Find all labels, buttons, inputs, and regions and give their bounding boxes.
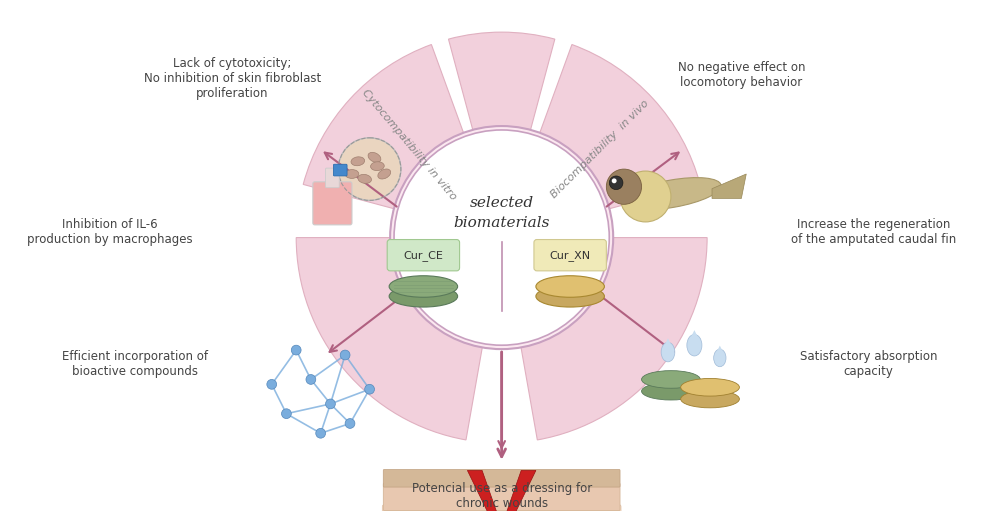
- Wedge shape: [520, 238, 707, 440]
- Text: Satisfactory absorption
capacity: Satisfactory absorption capacity: [800, 350, 937, 378]
- Text: biomaterials: biomaterials: [453, 216, 550, 230]
- Ellipse shape: [661, 342, 675, 362]
- FancyBboxPatch shape: [333, 164, 347, 176]
- Ellipse shape: [681, 390, 739, 408]
- Ellipse shape: [642, 371, 700, 388]
- Circle shape: [306, 375, 316, 385]
- Ellipse shape: [536, 276, 604, 297]
- Ellipse shape: [377, 170, 391, 179]
- Circle shape: [316, 428, 326, 438]
- Ellipse shape: [681, 378, 739, 396]
- Circle shape: [620, 171, 671, 222]
- FancyBboxPatch shape: [313, 182, 352, 225]
- FancyBboxPatch shape: [383, 483, 620, 511]
- Ellipse shape: [625, 177, 721, 210]
- Text: Efficient incorporation of
bioactive compounds: Efficient incorporation of bioactive com…: [62, 350, 208, 378]
- Ellipse shape: [351, 156, 364, 166]
- Circle shape: [267, 379, 277, 389]
- Text: No negative effect on
locomotory behavior: No negative effect on locomotory behavio…: [678, 61, 805, 89]
- FancyBboxPatch shape: [383, 470, 620, 487]
- Ellipse shape: [345, 169, 358, 179]
- FancyBboxPatch shape: [387, 240, 460, 271]
- Circle shape: [390, 126, 613, 349]
- FancyBboxPatch shape: [326, 168, 339, 188]
- Text: Cytocompatibility in vitro: Cytocompatibility in vitro: [360, 88, 458, 202]
- Circle shape: [340, 350, 350, 360]
- Ellipse shape: [642, 383, 700, 400]
- Circle shape: [326, 399, 335, 409]
- Circle shape: [282, 409, 291, 419]
- FancyBboxPatch shape: [534, 240, 606, 271]
- Circle shape: [345, 419, 355, 428]
- Polygon shape: [690, 330, 699, 339]
- Text: Inhibition of IL-6
production by macrophages: Inhibition of IL-6 production by macroph…: [27, 218, 193, 246]
- Polygon shape: [664, 338, 672, 346]
- Ellipse shape: [389, 276, 458, 297]
- Ellipse shape: [687, 334, 702, 356]
- Circle shape: [365, 385, 374, 394]
- Polygon shape: [716, 346, 723, 352]
- Wedge shape: [296, 238, 483, 440]
- Ellipse shape: [714, 349, 726, 367]
- Polygon shape: [467, 470, 536, 519]
- Circle shape: [612, 179, 617, 183]
- FancyBboxPatch shape: [382, 504, 621, 519]
- Circle shape: [338, 138, 401, 200]
- Circle shape: [291, 345, 301, 355]
- Wedge shape: [502, 45, 700, 238]
- Circle shape: [606, 169, 642, 204]
- Wedge shape: [303, 45, 502, 238]
- Circle shape: [394, 130, 609, 345]
- Text: Cur_XN: Cur_XN: [550, 250, 591, 261]
- Text: selected: selected: [470, 196, 534, 210]
- Polygon shape: [712, 174, 746, 198]
- Ellipse shape: [536, 285, 604, 307]
- Text: Potencial use as a dressing for
chronic wounds: Potencial use as a dressing for chronic …: [412, 482, 592, 510]
- Ellipse shape: [389, 285, 458, 307]
- Text: Biocompatibility  in vivo: Biocompatibility in vivo: [549, 99, 650, 200]
- Text: Increase the regeneration
of the amputated caudal fin: Increase the regeneration of the amputat…: [791, 218, 956, 246]
- Circle shape: [609, 176, 623, 189]
- Text: Lack of cytotoxicity;
No inhibition of skin fibroblast
proliferation: Lack of cytotoxicity; No inhibition of s…: [144, 57, 321, 100]
- Text: Cur_CE: Cur_CE: [403, 250, 443, 261]
- Wedge shape: [448, 32, 555, 238]
- Ellipse shape: [368, 153, 381, 162]
- Ellipse shape: [358, 174, 371, 183]
- Ellipse shape: [371, 161, 384, 171]
